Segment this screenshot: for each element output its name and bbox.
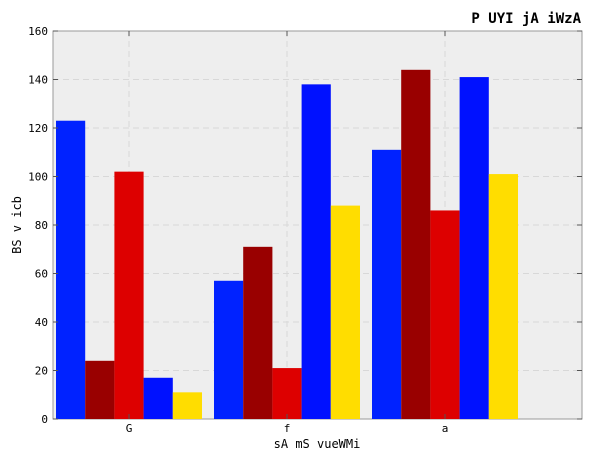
x-tick-label: G	[126, 422, 133, 435]
bar-series-5-G	[172, 392, 202, 419]
y-tick-label: 140	[28, 74, 48, 87]
bar-series-3-a	[430, 210, 460, 419]
bar-series-4-a	[459, 77, 489, 419]
bar-series-4-f	[301, 84, 331, 419]
x-tick-label: f	[284, 422, 291, 435]
bar-series-3-f	[272, 368, 302, 419]
y-axis-ticks: 0 20 40 60 80 100 120 140 160	[28, 25, 582, 426]
y-tick-label: 120	[28, 122, 48, 135]
bar-series-5-f	[330, 205, 360, 419]
y-tick-label: 160	[28, 25, 48, 38]
bar-series-4-G	[143, 377, 173, 419]
y-axis-label: BS v icb	[10, 196, 24, 254]
bar-series-1-G	[56, 120, 86, 419]
y-tick-label: 0	[41, 413, 48, 426]
bar-series-2-G	[85, 360, 115, 419]
x-axis-label: sA mS vueWMi	[274, 437, 361, 451]
chart-title: P UYI jA iWzA	[471, 11, 581, 27]
y-tick-label: 20	[35, 365, 48, 378]
bar-series-1-f	[214, 280, 244, 419]
x-tick-label: a	[442, 422, 449, 435]
bars	[56, 69, 518, 420]
y-tick-label: 40	[35, 316, 48, 329]
bar-series-1-a	[372, 149, 402, 419]
y-tick-label: 60	[35, 268, 48, 281]
bar-series-2-a	[401, 69, 431, 420]
bar-series-2-f	[243, 246, 273, 419]
y-tick-label: 100	[28, 171, 48, 184]
bar-series-5-a	[488, 174, 518, 419]
y-tick-label: 80	[35, 219, 48, 232]
bar-series-3-G	[114, 171, 144, 419]
